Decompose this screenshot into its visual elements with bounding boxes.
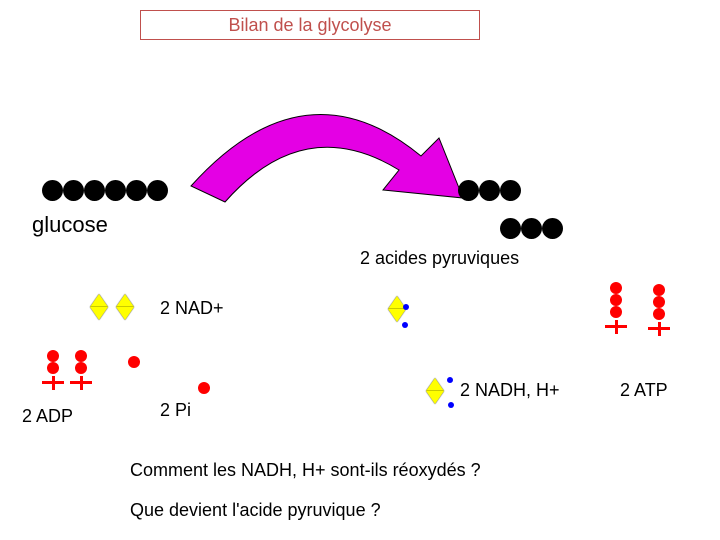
glucose-carbon-icon: [147, 180, 168, 201]
nad-label: 2 NAD+: [160, 298, 224, 319]
pyruvate-carbon-icon: [458, 180, 479, 201]
title-text: Bilan de la glycolyse: [228, 15, 391, 35]
glucose-carbon-icon: [63, 180, 84, 201]
hydrogen-icon: [402, 322, 408, 328]
nadh-label: 2 NADH, H+: [460, 380, 560, 401]
atp-icon: [648, 284, 670, 344]
adp-label: 2 ADP: [22, 406, 73, 427]
title-box: Bilan de la glycolyse: [140, 10, 480, 40]
pyruvate-carbon-icon: [542, 218, 563, 239]
question-1: Comment les NADH, H+ sont-ils réoxydés ?: [130, 460, 481, 481]
pyruvate-carbon-icon: [521, 218, 542, 239]
glucose-carbon-icon: [84, 180, 105, 201]
question-2: Que devient l'acide pyruvique ?: [130, 500, 381, 521]
glucose-label: glucose: [32, 212, 108, 238]
phosphate-icon: [128, 356, 140, 368]
nad-icon: [426, 378, 444, 404]
hydrogen-icon: [448, 402, 454, 408]
hydrogen-icon: [403, 304, 409, 310]
pyruvate-carbon-icon: [479, 180, 500, 201]
nad-icon: [116, 294, 134, 320]
pyruvate-label: 2 acides pyruviques: [360, 248, 519, 269]
reaction-arrow: [175, 78, 483, 210]
nad-icon: [90, 294, 108, 320]
adp-icon: [70, 350, 92, 396]
pyruvate-carbon-icon: [500, 180, 521, 201]
glucose-carbon-icon: [105, 180, 126, 201]
phosphate-icon: [198, 382, 210, 394]
glucose-carbon-icon: [126, 180, 147, 201]
pyruvate-carbon-icon: [500, 218, 521, 239]
glucose-carbon-icon: [42, 180, 63, 201]
pi-label: 2 Pi: [160, 400, 191, 421]
atp-label: 2 ATP: [620, 380, 668, 401]
hydrogen-icon: [447, 377, 453, 383]
adp-icon: [42, 350, 64, 396]
atp-icon: [605, 282, 627, 342]
